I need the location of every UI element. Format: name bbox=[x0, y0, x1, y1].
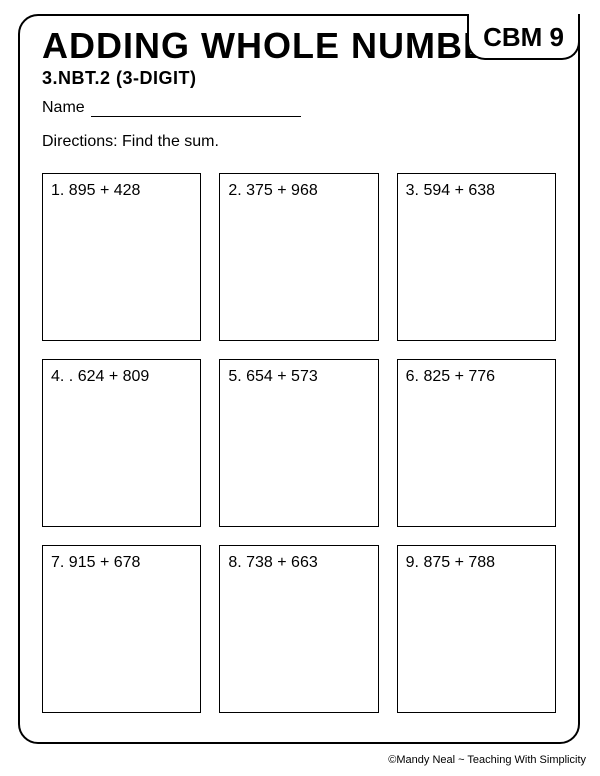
problem-number: 2. bbox=[228, 182, 241, 199]
problem-number: 8. bbox=[228, 554, 241, 571]
title-block: ADDING WHOLE NUMBERS 3.NBT.2 (3-DIGIT) bbox=[42, 28, 540, 89]
name-row: Name bbox=[42, 99, 556, 117]
standard-code: 3.NBT.2 (3-DIGIT) bbox=[42, 68, 540, 89]
problem-number: 6. bbox=[406, 368, 419, 385]
problem-expression: 654 + 573 bbox=[246, 368, 318, 385]
problem-cell[interactable]: 3. 594 + 638 bbox=[397, 173, 556, 341]
cbm-badge: CBM 9 bbox=[467, 14, 580, 60]
problem-grid: 1. 895 + 428 2. 375 + 968 3. 594 + 638 4… bbox=[42, 173, 556, 713]
problem-cell[interactable]: 1. 895 + 428 bbox=[42, 173, 201, 341]
worksheet-frame: ADDING WHOLE NUMBERS 3.NBT.2 (3-DIGIT) C… bbox=[18, 14, 580, 744]
page-title: ADDING WHOLE NUMBERS bbox=[42, 28, 540, 64]
problem-expression: 375 + 968 bbox=[246, 182, 318, 199]
problem-cell[interactable]: 2. 375 + 968 bbox=[219, 173, 378, 341]
problem-expression: 594 + 638 bbox=[423, 182, 495, 199]
problem-expression: 825 + 776 bbox=[423, 368, 495, 385]
problem-expression: 875 + 788 bbox=[423, 554, 495, 571]
header-row: ADDING WHOLE NUMBERS 3.NBT.2 (3-DIGIT) C… bbox=[42, 28, 556, 89]
problem-cell[interactable]: 5. 654 + 573 bbox=[219, 359, 378, 527]
copyright-text: ©Mandy Neal ~ Teaching With Simplicity bbox=[388, 754, 586, 766]
problem-number: 7. bbox=[51, 554, 64, 571]
problem-cell[interactable]: 7. 915 + 678 bbox=[42, 545, 201, 713]
name-label: Name bbox=[42, 99, 85, 117]
problem-expression: 738 + 663 bbox=[246, 554, 318, 571]
problem-expression: 915 + 678 bbox=[69, 554, 141, 571]
name-blank-line[interactable] bbox=[91, 103, 301, 117]
problem-cell[interactable]: 9. 875 + 788 bbox=[397, 545, 556, 713]
problem-number: 9. bbox=[406, 554, 419, 571]
problem-cell[interactable]: 6. 825 + 776 bbox=[397, 359, 556, 527]
problem-number: 5. bbox=[228, 368, 241, 385]
problem-expression: 624 + 809 bbox=[78, 368, 150, 385]
problem-number: 3. bbox=[406, 182, 419, 199]
problem-number: 4. . bbox=[51, 368, 73, 385]
problem-cell[interactable]: 8. 738 + 663 bbox=[219, 545, 378, 713]
directions-text: Directions: Find the sum. bbox=[42, 133, 556, 151]
problem-cell[interactable]: 4. . 624 + 809 bbox=[42, 359, 201, 527]
problem-number: 1. bbox=[51, 182, 64, 199]
problem-expression: 895 + 428 bbox=[69, 182, 141, 199]
